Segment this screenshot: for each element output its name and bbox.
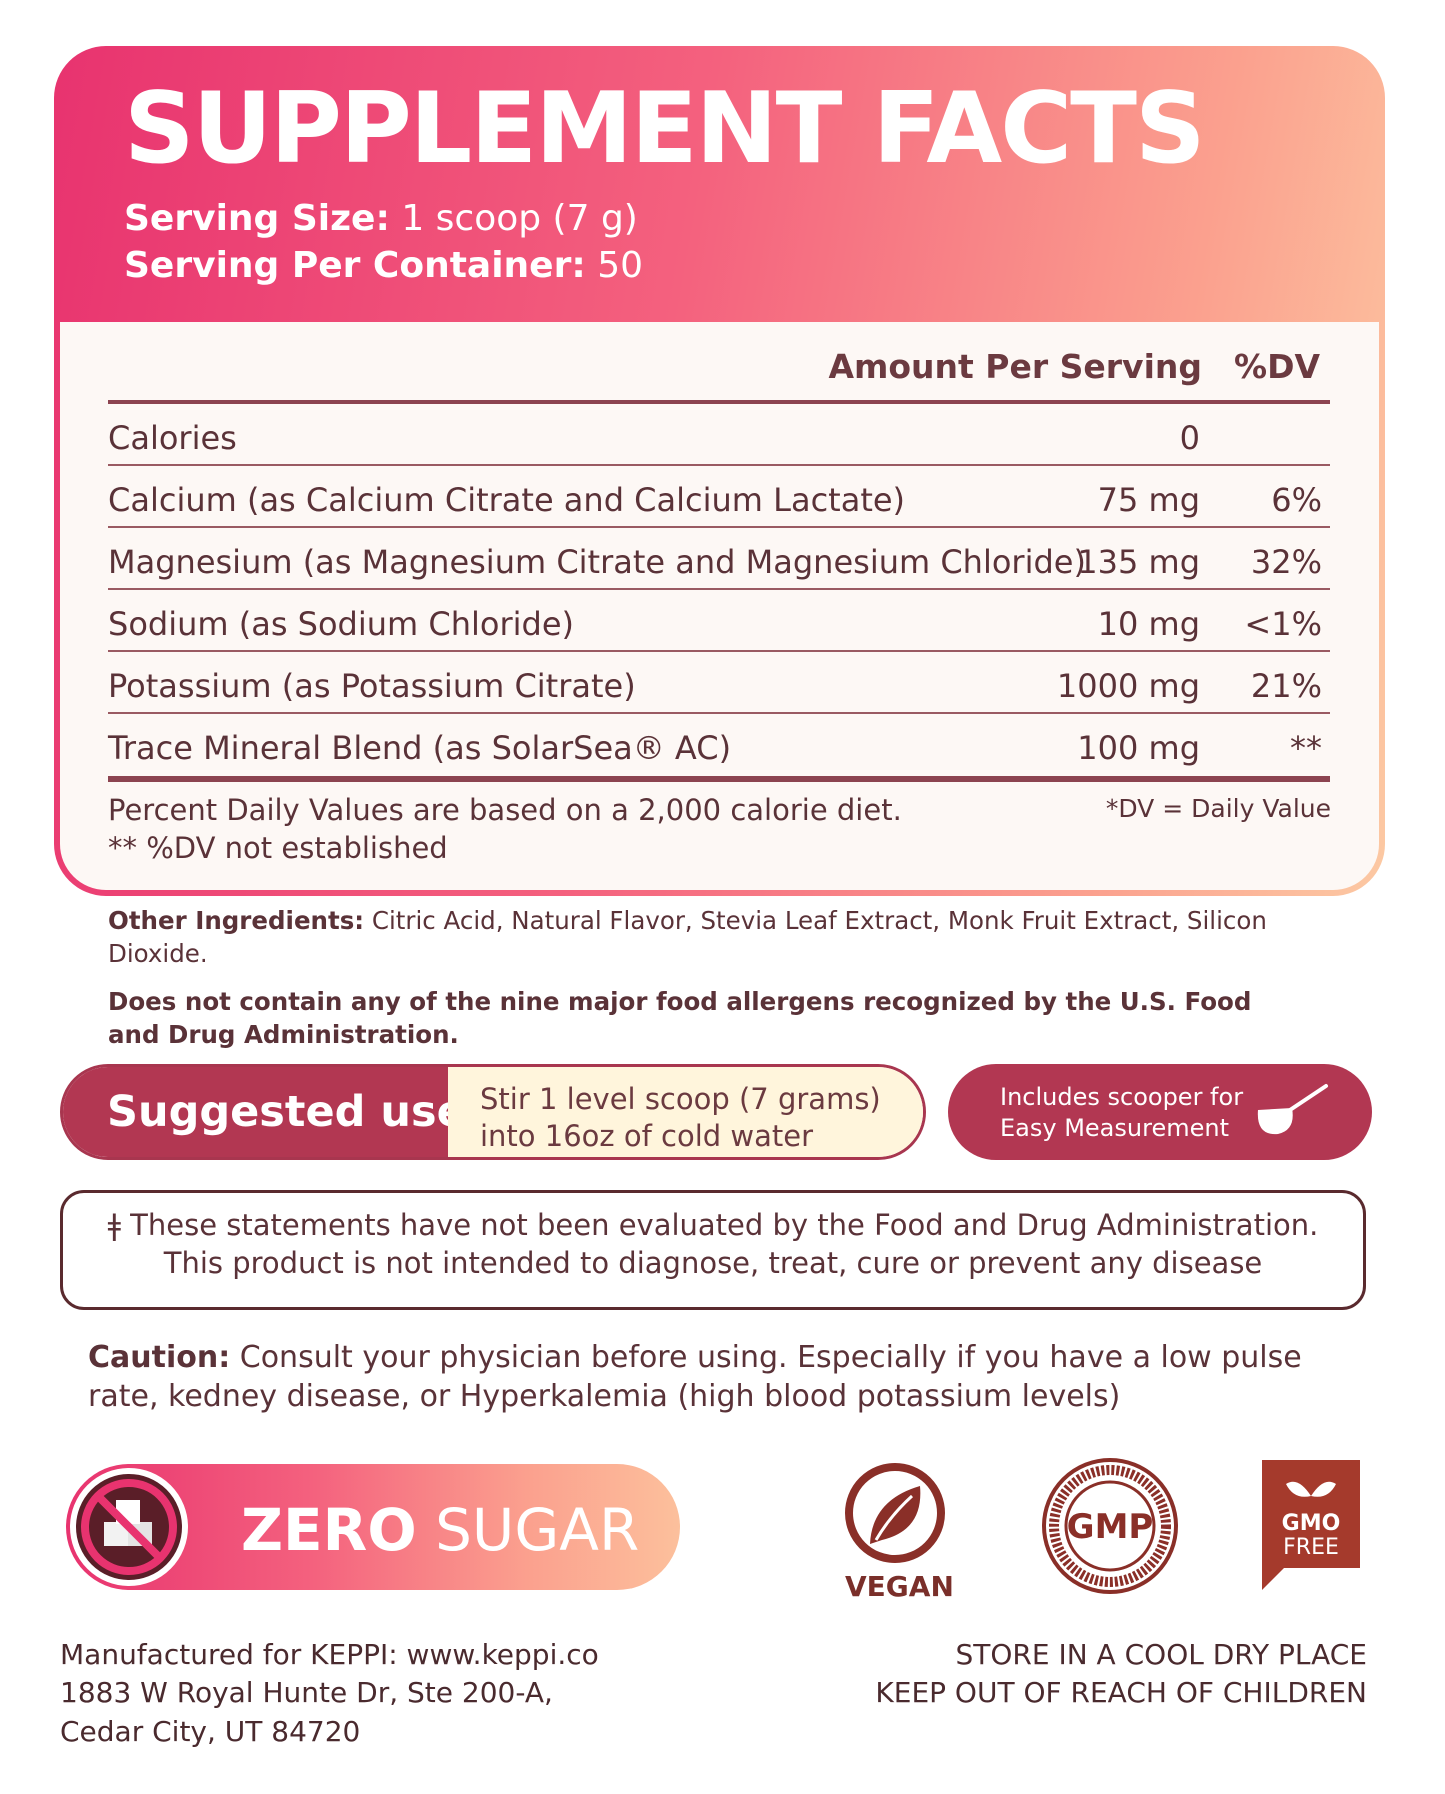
nutrient-name: Calcium (as Calcium Citrate and Calcium … [108,481,906,519]
nutrient-amount: 0 [1179,419,1200,457]
disclaimer-line: ǂ These statements have not been evaluat… [107,1208,1319,1242]
facts-table-header: Amount Per Serving %DV [108,322,1330,404]
gmp-text: GMP [1067,1507,1154,1547]
nutrient-name: Potassium (as Potassium Citrate) [108,667,636,705]
fda-disclaimer: ǂ These statements have not been evaluat… [60,1190,1366,1310]
amount-per-serving-header: Amount Per Serving [828,347,1202,386]
serving-info: Serving Size: 1 scoop (7 g) Serving Per … [124,196,1379,290]
table-row: Calcium (as Calcium Citrate and Calcium … [108,466,1330,528]
sugar-word: SUGAR [416,1496,640,1564]
disclaimer-line: This product is not intended to diagnose… [163,1245,1263,1280]
nutrient-amount: 10 mg [1097,605,1200,643]
nutrient-name: Magnesium (as Magnesium Citrate and Magn… [108,543,1086,581]
allergen-statement: Does not contain any of the nine major f… [108,987,1252,1050]
dv-definition: *DV = Daily Value [1105,794,1331,823]
nutrient-name: Trace Mineral Blend (as SolarSea® AC) [108,729,732,767]
nutrient-amount: 75 mg [1097,481,1200,519]
serving-size-value: 1 scoop (7 g) [389,198,638,239]
free-text: FREE [1283,1535,1339,1560]
table-row: Potassium (as Potassium Citrate) 1000 mg… [108,652,1330,714]
zero-word: ZERO [241,1496,417,1564]
nutrient-amount: 1000 mg [1056,667,1200,705]
storage-instructions: STORE IN A COOL DRY PLACE KEEP OUT OF RE… [875,1636,1367,1713]
table-row: Sodium (as Sodium Chloride) 10 mg <1% [108,590,1330,652]
supplement-facts-panel: SUPPLEMENT FACTS Serving Size: 1 scoop (… [54,46,1385,896]
servings-per-container-label: Serving Per Container: [124,244,586,286]
dv-header: %DV [1234,347,1320,386]
servings-per-container-value: 50 [585,244,644,286]
suggested-use-line: into 16oz of cold water [480,1118,814,1153]
table-row: Trace Mineral Blend (as SolarSea® AC) 10… [108,714,1330,782]
panel-title: SUPPLEMENT FACTS [124,72,1206,186]
facts-table: Amount Per Serving %DV Calories 0 Calciu… [108,322,1330,782]
nutrient-dv: 6% [1271,481,1322,519]
gmp-seal-icon: GMP [1042,1458,1178,1594]
caution-label: Caution: [88,1340,231,1375]
zero-sugar-text: ZERO SUGAR [241,1496,639,1564]
city-line: Cedar City, UT 84720 [60,1714,361,1748]
nutrient-dv: <1% [1244,605,1322,643]
manufacturer-info: Manufactured for KEPPI: www.keppi.co 188… [60,1636,599,1751]
suggested-use-line: Stir 1 level scoop (7 grams) [480,1082,881,1116]
no-sugar-icon [70,1468,188,1586]
zero-sugar-badge: ZERO SUGAR [66,1464,680,1590]
caution-text: Consult your physician before using. Esp… [88,1340,1302,1414]
calorie-diet-note: Percent Daily Values are based on a 2,00… [108,793,902,827]
vegan-label: VEGAN [845,1570,954,1603]
manufacturer-line: Manufactured for KEPPI: www.keppi.co [60,1638,599,1671]
facts-body: Amount Per Serving %DV Calories 0 Calciu… [60,322,1379,890]
table-row: Calories 0 [108,404,1330,466]
scooper-line: Easy Measurement [1000,1114,1229,1143]
nutrient-name: Calories [108,419,237,457]
suggested-use-text: Stir 1 level scoop (7 grams) into 16oz o… [448,1067,923,1157]
storage-line: STORE IN A COOL DRY PLACE [955,1638,1367,1671]
caution-note: Caution: Consult your physician before u… [88,1338,1378,1416]
nutrient-amount: 100 mg [1077,729,1200,767]
serving-size-label: Serving Size: [124,198,390,239]
scooper-badge: Includes scooper for Easy Measurement [948,1064,1372,1160]
gmo-text: GMO [1282,1511,1341,1536]
dv-not-established-note: ** %DV not established [108,830,448,865]
table-row: Magnesium (as Magnesium Citrate and Magn… [108,528,1330,590]
nutrient-dv: 32% [1250,543,1322,581]
panel-header: SUPPLEMENT FACTS Serving Size: 1 scoop (… [60,52,1379,322]
other-ingredients-text: Citric Acid, Natural Flavor, Stevia Leaf… [108,906,1267,969]
nutrient-dv: 21% [1250,667,1322,705]
dv-footnote: Percent Daily Values are based on a 2,00… [108,792,902,867]
children-warning: KEEP OUT OF REACH OF CHILDREN [875,1676,1367,1710]
other-ingredients-label: Other Ingredients: [108,906,365,935]
gmo-free-icon: GMO FREE [1262,1460,1360,1590]
suggested-use: Suggested use: Stir 1 level scoop (7 gra… [60,1064,926,1160]
scooper-line: Includes scooper for [1000,1083,1244,1111]
nutrient-name: Sodium (as Sodium Chloride) [108,605,574,643]
suggested-use-label: Suggested use: [63,1067,483,1157]
address-line: 1883 W Royal Hunte Dr, Ste 200-A, [60,1676,553,1710]
vegan-leaf-icon [845,1463,945,1563]
scoop-icon [1257,1084,1328,1135]
other-ingredients: Other Ingredients: Citric Acid, Natural … [108,904,1288,970]
nutrient-amount: 135 mg [1077,543,1200,581]
nutrient-dv: ** [1290,729,1322,767]
